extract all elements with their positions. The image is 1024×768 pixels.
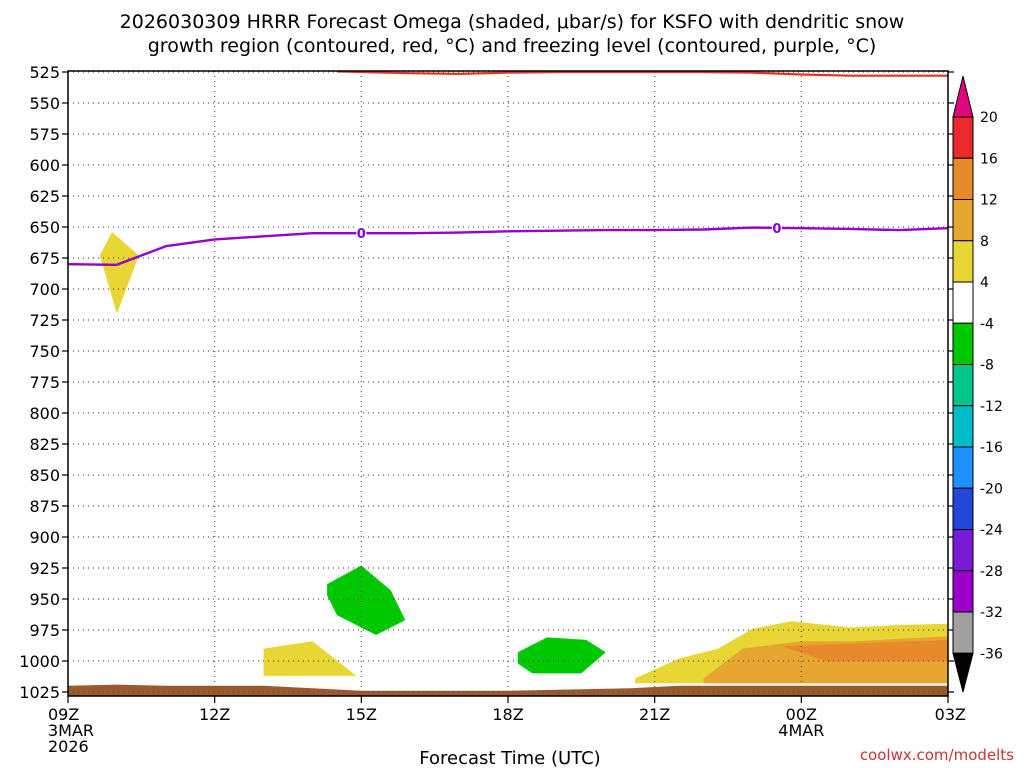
colorbar-label: 8	[980, 234, 989, 250]
colorbar-swatch	[952, 446, 974, 489]
x-tick-date-label: 4MAR	[778, 721, 824, 740]
colorbar-swatch	[952, 116, 974, 159]
omega-area-12	[781, 639, 948, 661]
x-tick-label: 15Z	[346, 705, 377, 724]
x-tick-label: 09Z	[48, 705, 79, 724]
colorbar-label: 20	[980, 110, 998, 126]
y-tick-label: 800	[29, 404, 60, 423]
colorbar-label: 12	[980, 193, 998, 209]
y-tick-label: 675	[29, 249, 60, 268]
omega-area-4	[99, 232, 139, 314]
dendritic-region-line	[336, 71, 948, 77]
x-tick-label: 21Z	[639, 705, 670, 724]
colorbar-label: -24	[980, 523, 1003, 539]
colorbar-label: -20	[980, 481, 1003, 497]
freezing-level-label: 0	[772, 222, 781, 237]
chart-title-line-1: 2026030309 HRRR Forecast Omega (shaded, …	[120, 11, 905, 33]
y-tick-label: 575	[29, 125, 60, 144]
colorbar-label: -8	[980, 358, 994, 374]
colorbar-swatch	[952, 157, 974, 200]
colorbar-swatch	[952, 322, 974, 365]
y-tick-label: 900	[29, 528, 60, 547]
colorbar-label: 16	[980, 151, 998, 167]
colorbar-swatch	[952, 570, 974, 613]
y-tick-label: 700	[29, 280, 60, 299]
colorbar-swatch	[952, 405, 974, 448]
y-tick-label: 975	[29, 621, 60, 640]
omega-area--4	[517, 637, 606, 674]
colorbar-bottom-arrow	[952, 652, 974, 693]
freezing-level-line	[68, 226, 948, 266]
y-tick-label: 950	[29, 590, 60, 609]
y-tick-label: 625	[29, 187, 60, 206]
colorbar-swatch	[952, 199, 974, 242]
colorbar-swatch	[952, 487, 974, 530]
y-tick-label: 725	[29, 311, 60, 330]
y-tick-label: 1000	[19, 652, 60, 671]
x-tick-label: 12Z	[199, 705, 230, 724]
y-tick-label: 650	[29, 218, 60, 237]
axes: 525 550 575 600 625 650 675 700 725 750 775 800 825 8…	[19, 63, 966, 756]
y-tick-label: 825	[29, 435, 60, 454]
x-tick-label: 03Z	[935, 705, 966, 724]
y-tick-label: 875	[29, 497, 60, 516]
y-tick-label: 550	[29, 94, 60, 113]
colorbar-swatch	[952, 281, 974, 324]
colorbar-label: -32	[980, 605, 1003, 621]
freezing-level-label-bg-1	[771, 219, 782, 235]
colorbar-swatch	[952, 611, 974, 654]
colorbar-swatch	[952, 240, 974, 283]
colorbar-label: -28	[980, 564, 1003, 580]
chart-title-line-2: growth region (contoured, red, °C) and f…	[148, 35, 877, 57]
colorbar-swatch	[952, 529, 974, 572]
colorbar-label: -4	[980, 316, 994, 332]
omega-colorbar: 20 16 12 8 4 -4 -8 -12 -16 -20 -24 -28 -32 -36	[952, 75, 1003, 693]
credit-link[interactable]: coolwx.com/modelts	[860, 746, 1014, 764]
colorbar-swatch	[952, 364, 974, 407]
omega-area-4	[263, 641, 357, 676]
colorbar-label: -36	[980, 646, 1003, 662]
colorbar-label: -16	[980, 440, 1003, 456]
y-tick-label: 1025	[19, 683, 60, 702]
y-tick-label: 925	[29, 559, 60, 578]
surface-terrain	[68, 684, 948, 696]
y-tick-label: 525	[29, 63, 60, 82]
y-tick-label: 775	[29, 373, 60, 392]
x-tick-date-label: 3MAR	[48, 721, 94, 740]
x-tick-label: 18Z	[492, 705, 523, 724]
omega-area--4	[327, 565, 406, 635]
colorbar-top-arrow	[952, 75, 974, 118]
freezing-level-label-bg-0	[356, 225, 367, 241]
x-tick-year-label: 2026	[48, 737, 89, 756]
y-tick-label: 750	[29, 342, 60, 361]
x-axis-title: Forecast Time (UTC)	[419, 748, 600, 768]
colorbar-label: 4	[980, 275, 989, 291]
colorbar-label: -12	[980, 399, 1003, 415]
y-tick-label: 850	[29, 466, 60, 485]
freezing-level-label: 0	[357, 227, 366, 242]
y-tick-label: 600	[29, 156, 60, 175]
x-tick-label: 00Z	[786, 705, 817, 724]
